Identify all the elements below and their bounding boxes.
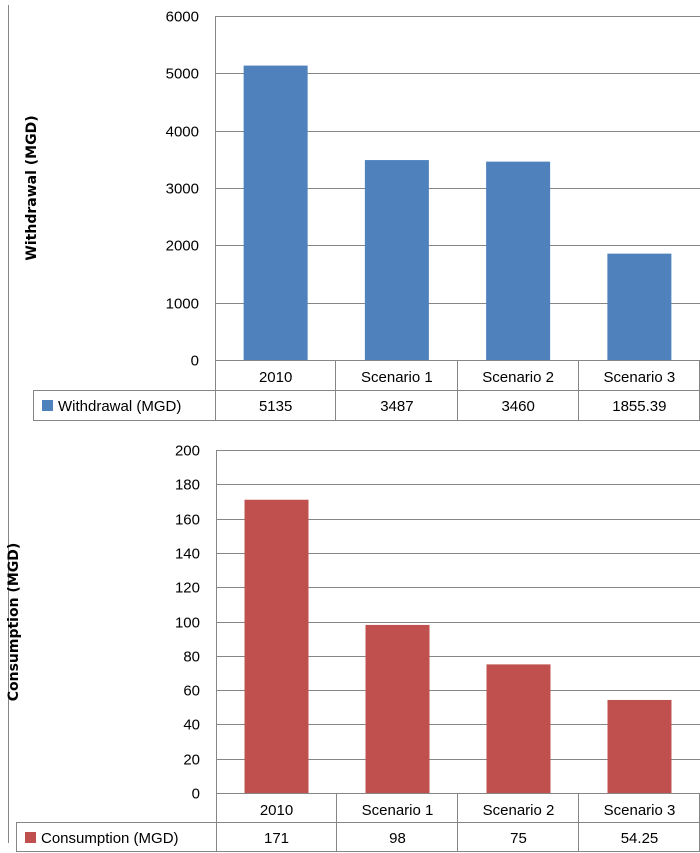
x-tick-label: Scenario 3 [604, 802, 676, 819]
data-label: 75 [510, 830, 527, 847]
y-tick-label: 2000 [166, 238, 199, 255]
y-tick-label: 4000 [166, 124, 199, 141]
legend-swatch [42, 400, 53, 411]
bar-withdrawal [364, 160, 429, 360]
x-tick-label: Scenario 2 [482, 369, 554, 386]
y-tick-label: 60 [183, 683, 200, 700]
bar-consumption [607, 699, 672, 793]
data-label: 3487 [380, 398, 413, 415]
y-tick-label: 0 [191, 353, 199, 370]
y-tick-label: 5000 [166, 66, 199, 83]
y-axis-title: Consumption (MGD) [6, 543, 22, 702]
chart-withdrawal: Withdrawal (MGD) 0 1000 2000 3000 4000 5000 600… [24, 9, 700, 421]
bar-withdrawal [486, 161, 551, 360]
x-tick-label: Scenario 2 [483, 802, 555, 819]
y-tick-label: 6000 [166, 9, 199, 26]
bar-consumption [486, 664, 551, 793]
x-tick-label: Scenario 1 [362, 802, 434, 819]
bar-withdrawal [243, 65, 308, 361]
x-tick-label: Scenario 3 [604, 369, 676, 386]
y-tick-label: 200 [175, 443, 200, 460]
chart-consumption: Consumption (MGD) 0 20 40 60 80 100 120 140 160 18… [6, 443, 700, 852]
legend-label: Consumption (MGD) [41, 830, 179, 847]
y-tick-label: 180 [175, 477, 200, 494]
bar-withdrawal [607, 253, 672, 360]
x-tick-label: 2010 [260, 802, 293, 819]
y-tick-label: 120 [175, 580, 200, 597]
data-label: 98 [389, 830, 406, 847]
y-tick-label: 140 [175, 546, 200, 563]
y-tick-label: 20 [183, 752, 200, 769]
y-tick-label: 3000 [166, 181, 199, 198]
bar-consumption [365, 624, 430, 793]
legend-label: Withdrawal (MGD) [58, 398, 181, 415]
data-label: 5135 [259, 398, 292, 415]
y-tick-label: 160 [175, 512, 200, 529]
x-tick-label: 2010 [259, 369, 292, 386]
data-label: 3460 [501, 398, 534, 415]
data-label: 171 [264, 830, 289, 847]
y-tick-label: 100 [175, 615, 200, 632]
y-tick-label: 40 [183, 717, 200, 734]
y-axis-title: Withdrawal (MGD) [24, 115, 40, 260]
legend-swatch [25, 832, 36, 843]
y-tick-label: 80 [183, 649, 200, 666]
data-label: 54.25 [621, 830, 659, 847]
data-label: 1855.39 [612, 398, 666, 415]
bar-consumption [244, 499, 309, 793]
y-tick-label: 1000 [166, 296, 199, 313]
y-tick-label: 0 [192, 786, 200, 803]
x-tick-label: Scenario 1 [361, 369, 433, 386]
